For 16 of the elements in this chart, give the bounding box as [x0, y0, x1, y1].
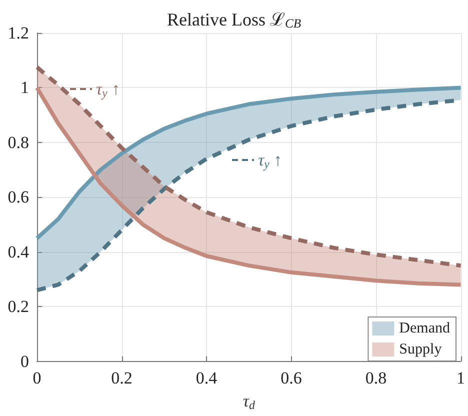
- x-tick-label: 0.8: [365, 368, 387, 388]
- x-tick-label: 0.4: [196, 368, 218, 388]
- legend-label: Supply: [399, 342, 442, 358]
- y-tick-label: 0.2: [8, 297, 29, 316]
- y-tick-label: 0.4: [8, 242, 30, 262]
- x-tick-label: 0: [32, 368, 42, 388]
- line-series: [35, 86, 463, 240]
- x-tick-label: 0.6: [280, 368, 302, 388]
- y-tick-label: 1: [20, 78, 29, 98]
- y-tick-label: 1.2: [8, 24, 29, 42]
- y-tick-label: 0.8: [8, 132, 29, 152]
- y-tick-label: 0: [20, 352, 29, 371]
- x-tick-label: 0.2: [111, 368, 132, 388]
- x-tick-label: 1: [456, 368, 465, 388]
- y-tick-label: 0.6: [8, 188, 29, 207]
- legend-label: Demand: [399, 320, 450, 336]
